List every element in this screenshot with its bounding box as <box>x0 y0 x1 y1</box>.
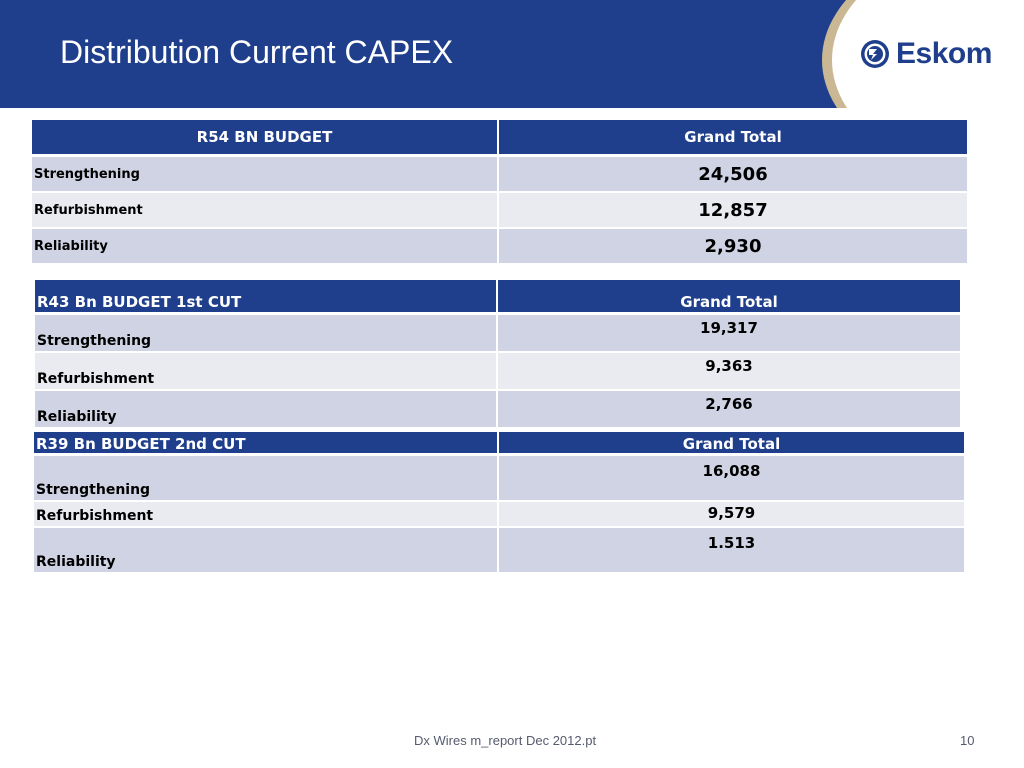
table-row: Refurbishment 9,579 <box>34 502 964 528</box>
logo-text: Eskom <box>896 37 992 70</box>
table-header-row: R43 Bn BUDGET 1st CUT Grand Total <box>35 280 960 315</box>
row-label: Refurbishment <box>32 193 499 229</box>
row-label: Reliability <box>32 229 499 265</box>
table-header-total: Grand Total <box>499 120 967 157</box>
table-header-row: R54 BN BUDGET Grand Total <box>32 120 967 157</box>
row-label: Strengthening <box>34 456 499 502</box>
eskom-logo: Eskom <box>860 36 992 72</box>
budget-table-r39: R39 Bn BUDGET 2nd CUT Grand Total Streng… <box>34 432 964 574</box>
table-header-label: R54 BN BUDGET <box>32 120 499 157</box>
row-value: 9,579 <box>499 502 964 528</box>
logo-panel <box>822 0 1024 108</box>
page-number: 10 <box>960 733 975 748</box>
row-label: Refurbishment <box>34 502 499 528</box>
row-value: 16,088 <box>499 456 964 502</box>
budget-table-r54: R54 BN BUDGET Grand Total Strengthening … <box>32 120 967 265</box>
row-label: Strengthening <box>32 157 499 193</box>
table-row: Strengthening 16,088 <box>34 456 964 502</box>
table-header-total: Grand Total <box>498 280 960 315</box>
row-value: 2,930 <box>499 229 967 265</box>
slide-title: Distribution Current CAPEX <box>60 34 454 70</box>
eskom-logo-icon <box>861 40 889 68</box>
table-row: Refurbishment 12,857 <box>32 193 967 229</box>
table-row: Strengthening 19,317 <box>35 315 960 353</box>
footer-text: Dx Wires m_report Dec 2012.pt <box>414 733 597 748</box>
row-label: Refurbishment <box>35 353 498 391</box>
table-header-row: R39 Bn BUDGET 2nd CUT Grand Total <box>34 432 964 456</box>
table-header-label: R39 Bn BUDGET 2nd CUT <box>34 432 499 456</box>
table-row: Reliability 2,930 <box>32 229 967 265</box>
row-value: 19,317 <box>498 315 960 353</box>
row-value: 9,363 <box>498 353 960 391</box>
row-value: 24,506 <box>499 157 967 193</box>
row-value: 1.513 <box>499 528 964 574</box>
table-header-label: R43 Bn BUDGET 1st CUT <box>35 280 498 315</box>
table-row: Reliability 1.513 <box>34 528 964 574</box>
table-header-total: Grand Total <box>499 432 964 456</box>
row-label: Reliability <box>35 391 498 429</box>
row-label: Strengthening <box>35 315 498 353</box>
row-value: 2,766 <box>498 391 960 429</box>
table-row: Strengthening 24,506 <box>32 157 967 193</box>
row-value: 12,857 <box>499 193 967 229</box>
row-label: Reliability <box>34 528 499 574</box>
table-row: Refurbishment 9,363 <box>35 353 960 391</box>
table-row: Reliability 2,766 <box>35 391 960 429</box>
budget-table-r43: R43 Bn BUDGET 1st CUT Grand Total Streng… <box>35 280 960 429</box>
